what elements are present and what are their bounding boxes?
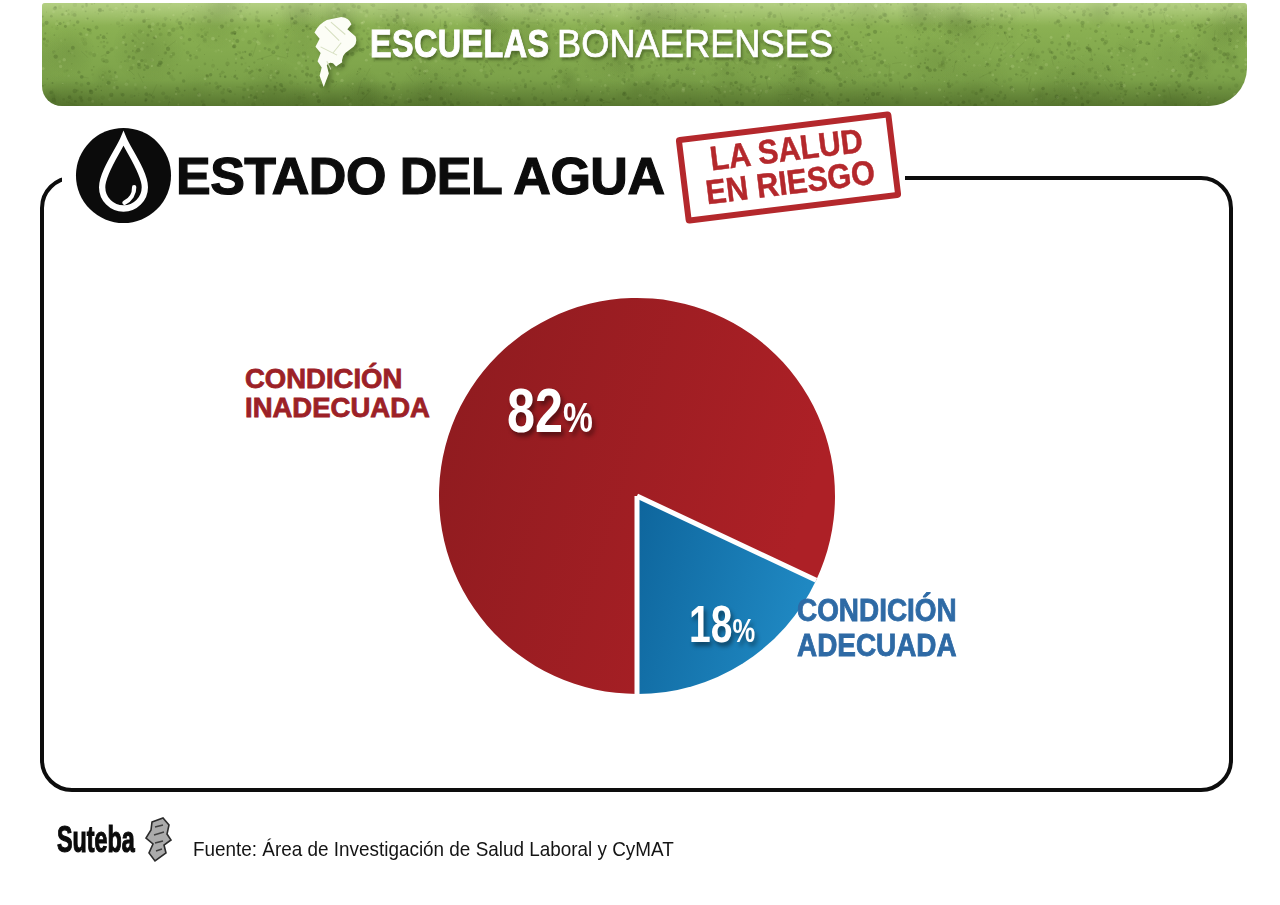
pie-value-adecuada: 18% xyxy=(689,594,755,654)
hand-holding-pen-icon xyxy=(144,816,175,866)
pie-value-digits: 18 xyxy=(689,595,732,653)
buenos-aires-map-icon xyxy=(310,16,358,88)
pie-chart xyxy=(427,286,847,706)
percent-sign: % xyxy=(563,394,593,441)
water-drop-icon xyxy=(75,127,172,224)
pie-value-digits: 82 xyxy=(507,375,563,445)
brand-escuelas: ESCUELAS xyxy=(370,22,550,66)
label-condicion-adecuada: CONDICIÓN ADECUADA xyxy=(797,594,957,663)
percent-sign: % xyxy=(732,611,755,649)
pie-value-inadecuada: 82% xyxy=(507,374,593,446)
suteba-logo: Suteba xyxy=(57,819,135,861)
infographic-page: ESCUELAS BONAERENSES ESTADO DEL AGUA LA … xyxy=(0,0,1280,905)
label-condicion-inadecuada: CONDICIÓN INADECUADA xyxy=(245,364,430,422)
page-title: ESTADO DEL AGUA xyxy=(176,146,664,206)
brand-bonaerenses: BONAERENSES xyxy=(557,22,833,66)
source-text: Fuente: Área de Investigación de Salud L… xyxy=(193,837,674,861)
